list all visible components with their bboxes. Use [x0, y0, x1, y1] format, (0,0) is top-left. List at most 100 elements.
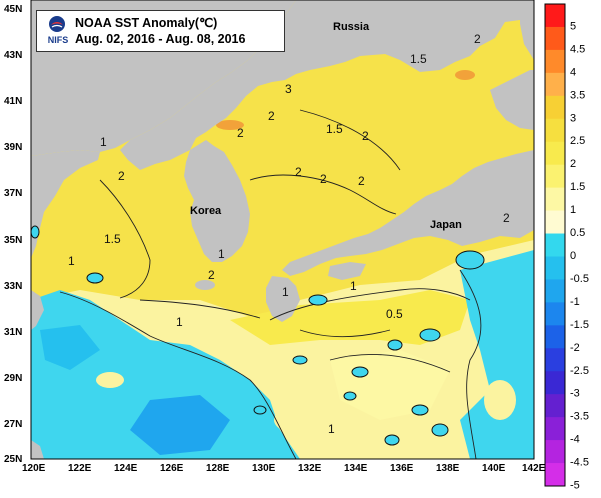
colorbar-label: -1.5 — [570, 319, 589, 331]
nifs-logo-icon — [49, 16, 65, 32]
cool-anomaly-east — [460, 250, 534, 459]
colorbar-label: 2 — [570, 158, 576, 170]
lat-axis: 45N 43N 41N 39N 37N 35N 33N 31N 29N 27N … — [4, 4, 22, 465]
lat-label: 39N — [4, 142, 22, 153]
contour-label: 0.5 — [386, 307, 403, 321]
contour-label: 1 — [218, 247, 225, 261]
colorbar-swatch — [545, 141, 565, 166]
lat-label: 27N — [4, 419, 22, 430]
contour-label: 2 — [358, 174, 365, 188]
land-japan-shikoku — [328, 262, 366, 280]
map-frame — [30, 0, 535, 460]
colorbar-label: 4.5 — [570, 43, 585, 55]
land-korea — [184, 140, 250, 262]
lon-label: 136E — [390, 463, 414, 474]
lon-label: 122E — [68, 463, 92, 474]
colorbar-swatch — [545, 371, 565, 395]
colorbar-label: -5 — [570, 480, 580, 492]
colorbar-swatch — [545, 233, 565, 257]
colorbar-swatch — [545, 279, 565, 303]
contour-label: 2 — [474, 32, 481, 46]
contour-label: 2 — [268, 109, 275, 123]
mild-patch — [274, 406, 326, 434]
land-japan-hokkaido — [490, 70, 534, 130]
colorbar-label: 3 — [570, 112, 576, 124]
land-russia — [120, 0, 534, 170]
colorbar-label: 3.5 — [570, 89, 585, 101]
colorbar-swatch — [545, 49, 565, 74]
colorbar-label: 5 — [570, 20, 576, 32]
colorbar-swatch — [545, 463, 565, 487]
lon-label: 134E — [344, 463, 368, 474]
contour-label: 1 — [282, 285, 289, 299]
colorbar-swatch — [545, 210, 565, 235]
map-title: NOAA SST Anomaly(℃) — [75, 16, 218, 30]
place-korea: Korea — [190, 205, 222, 217]
colorbar-swatch — [545, 95, 565, 120]
place-japan: Japan — [430, 219, 462, 231]
colorbar-swatch — [545, 417, 565, 441]
colorbar-label: -2.5 — [570, 365, 589, 377]
colorbar-label: 4 — [570, 66, 576, 78]
lat-label: 31N — [4, 327, 22, 338]
colorbar-swatch — [545, 187, 565, 212]
colorbar-label: -2 — [570, 342, 580, 354]
colorbar-swatch — [545, 164, 565, 189]
contour-label: 1 — [100, 135, 107, 149]
lat-label: 33N — [4, 281, 22, 292]
lon-axis: 120E 122E 124E 126E 128E 130E 132E 134E … — [22, 463, 546, 474]
colorbar-swatch — [545, 72, 565, 97]
colorbar-swatch — [545, 302, 565, 326]
hot-spot — [455, 70, 475, 80]
lon-label: 128E — [206, 463, 230, 474]
colorbar-label: 1 — [570, 204, 576, 216]
contour-label: 2 — [295, 165, 302, 179]
lon-label: 126E — [160, 463, 184, 474]
colorbar-swatch — [545, 26, 565, 51]
land-china-south — [31, 290, 44, 330]
colorbar-label: -0.5 — [570, 273, 589, 285]
colorbar-swatch — [545, 325, 565, 349]
colorbar-swatch — [545, 118, 565, 143]
lat-label: 43N — [4, 50, 22, 61]
contour-label: 2 — [503, 211, 510, 225]
cool-patch-mid — [40, 325, 100, 370]
mild-patch — [484, 380, 516, 420]
contour-label: 3 — [285, 82, 292, 96]
colorbar-label: -3.5 — [570, 411, 589, 423]
colorbar-label: -4.5 — [570, 457, 589, 469]
colorbar: 5 4.5 4 3.5 3 2.5 2 1.5 1 0.5 0 -0.5 -1 -1.5 -2 -2.5 -3 -… — [544, 3, 589, 492]
lon-label: 140E — [482, 463, 506, 474]
land-china-coast — [31, 150, 100, 258]
land-taiwan — [31, 440, 44, 459]
colorbar-label: 0 — [570, 250, 576, 262]
lon-label: 120E — [22, 463, 46, 474]
colorbar-label: -3 — [570, 388, 580, 400]
colorbar-label: 2.5 — [570, 135, 585, 147]
nifs-logo: NIFS — [43, 15, 71, 49]
colorbar-label: 0.5 — [570, 227, 585, 239]
contour-label: 2 — [118, 169, 125, 183]
land-japan-honshu — [282, 150, 534, 276]
lon-label: 132E — [298, 463, 322, 474]
land-sakhalin — [520, 0, 534, 60]
colorbar-label: -1 — [570, 296, 580, 308]
colorbar-swatch — [545, 394, 565, 418]
colorbar-swatch — [545, 256, 565, 280]
place-russia: Russia — [333, 21, 370, 33]
contour-label: 1.5 — [104, 232, 121, 246]
lon-label: 124E — [114, 463, 138, 474]
mild-patch — [96, 372, 124, 388]
lat-label: 29N — [4, 373, 22, 384]
cool-anomaly-region — [31, 290, 300, 459]
contour-label: 1 — [328, 422, 335, 436]
mild-patch — [218, 340, 262, 360]
colorbar-label: -4 — [570, 434, 580, 446]
lat-label: 37N — [4, 188, 22, 199]
contour-value-labels: 1.5 3 2 2 1.5 2 2 2 2 1 2 1.5 1 2 1 1 1 … — [68, 32, 510, 436]
map-period: Aug. 02, 2016 - Aug. 08, 2016 — [75, 32, 246, 46]
lat-label: 41N — [4, 96, 22, 107]
lat-label: 35N — [4, 235, 22, 246]
lon-label: 142E — [522, 463, 546, 474]
